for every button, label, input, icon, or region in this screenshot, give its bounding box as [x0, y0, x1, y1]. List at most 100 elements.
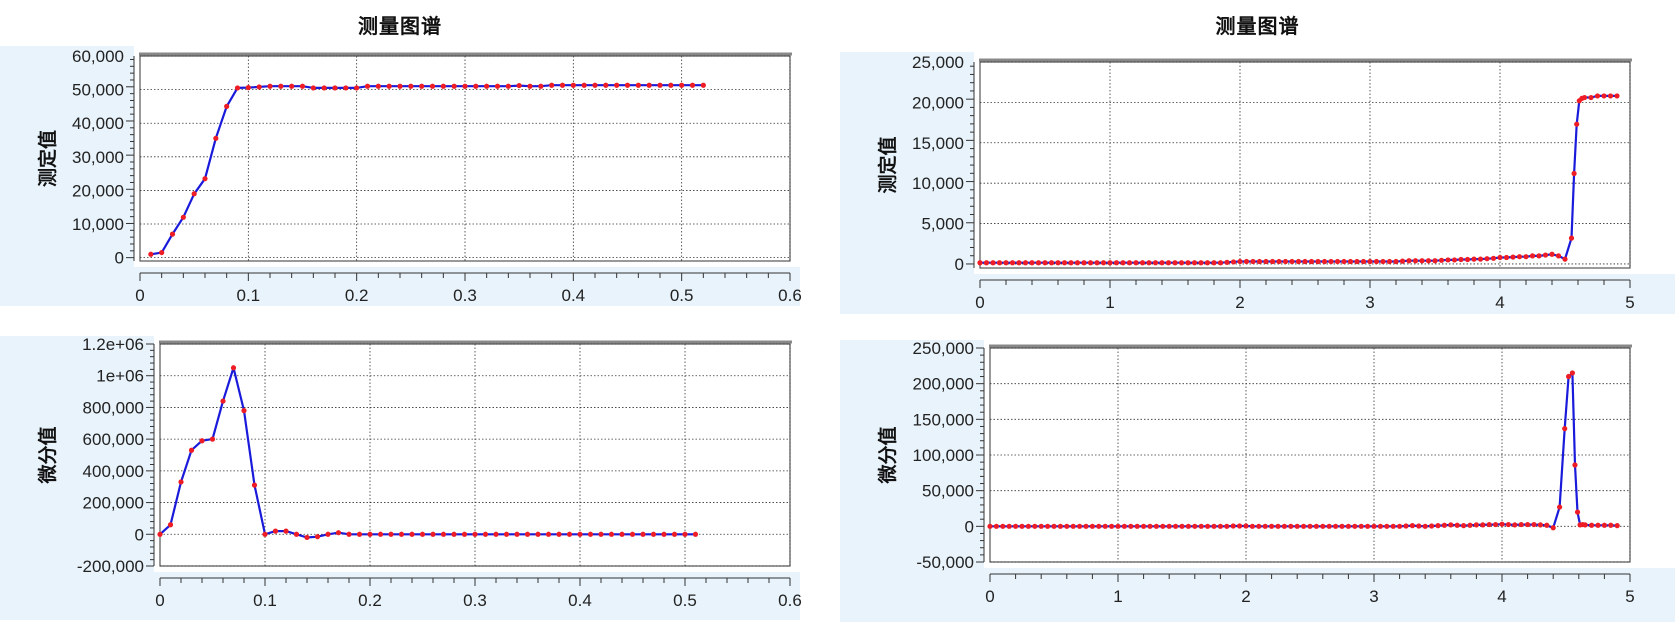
data-point [592, 82, 598, 88]
data-point [556, 531, 562, 537]
x-axis-band [840, 568, 1675, 622]
data-point [157, 531, 163, 537]
data-point [1438, 257, 1445, 263]
x-tick-label: 3 [1365, 293, 1374, 312]
data-point [1141, 523, 1147, 529]
data-point [629, 531, 636, 537]
x-tick-label: 1 [1105, 293, 1114, 312]
data-point [538, 83, 544, 89]
data-point [1565, 373, 1572, 380]
data-point [619, 531, 625, 537]
data-point [1365, 523, 1371, 529]
y-tick-label: 0 [115, 249, 124, 268]
data-point [661, 531, 667, 537]
data-point [408, 83, 414, 89]
data-point [188, 447, 195, 453]
data-point [1581, 94, 1588, 101]
data-point [990, 260, 996, 266]
data-point [199, 438, 205, 444]
y-axis-band [0, 46, 134, 306]
y-tick-label: 200,000 [913, 375, 974, 394]
data-point [440, 83, 446, 89]
data-point [1461, 523, 1467, 529]
data-point [1013, 523, 1019, 529]
data-point [310, 85, 316, 91]
data-point [1510, 254, 1516, 260]
right-chart-panel: 测量图谱 0 5,000 10,000 15,000 20,000 25,000 0 1 2 3 4… [840, 0, 1675, 622]
data-point [1035, 260, 1042, 266]
data-point [1038, 523, 1044, 529]
data-point [1393, 258, 1399, 265]
data-point [1269, 258, 1276, 265]
data-point [1380, 258, 1386, 265]
data-point [325, 531, 331, 537]
y-tick-label: 30,000 [72, 148, 124, 167]
data-point [1473, 522, 1479, 528]
data-point [377, 531, 384, 537]
data-point [272, 528, 279, 534]
data-point [1074, 260, 1081, 266]
data-point [293, 531, 300, 537]
data-point [1549, 251, 1555, 257]
data-point [283, 528, 289, 534]
data-point [581, 82, 587, 88]
data-point [682, 531, 688, 537]
x-tick-label: 0.4 [568, 591, 592, 610]
data-point [1397, 523, 1403, 529]
data-point [1055, 260, 1061, 266]
data-point [256, 84, 262, 90]
data-point [388, 531, 394, 537]
data-point [566, 531, 573, 537]
y-tick-label: 20,000 [72, 181, 124, 200]
x-tick-label: 0.5 [670, 286, 694, 305]
data-point [482, 531, 489, 537]
data-point [1315, 258, 1321, 265]
data-point [180, 214, 186, 220]
data-point [241, 408, 247, 414]
data-point [1458, 256, 1464, 263]
y-tick-label: 0 [135, 525, 144, 544]
x-tick-label: 0.2 [358, 591, 382, 610]
data-point [640, 531, 646, 537]
derivative-chart: -50,000 0 50,000 100,000 150,000 200,000 250,0… [840, 339, 1675, 622]
data-point [1249, 523, 1255, 529]
data-point [332, 85, 338, 91]
data-point [1503, 254, 1510, 261]
series-line [150, 84, 704, 256]
data-point [1089, 523, 1095, 529]
data-point [646, 82, 652, 88]
data-point [1354, 258, 1360, 265]
data-point [1601, 522, 1607, 528]
data-point [1542, 252, 1549, 258]
data-point [1307, 523, 1313, 529]
x-tick-label: 0 [985, 587, 994, 606]
data-point [1339, 523, 1345, 529]
data-point [493, 531, 499, 537]
data-point [251, 482, 258, 488]
data-point [1126, 260, 1133, 266]
data-point [1582, 522, 1588, 528]
x-tick-label: 0.2 [345, 286, 369, 305]
data-point [1334, 258, 1341, 265]
x-tick-label: 5 [1625, 587, 1634, 606]
data-point [1128, 523, 1134, 529]
data-point [1373, 258, 1380, 265]
data-point [527, 83, 533, 89]
y-tick-label: 400,000 [83, 462, 144, 481]
data-point [1179, 523, 1185, 529]
data-point [1409, 523, 1415, 529]
data-point [993, 523, 999, 529]
x-tick-label: 0.3 [463, 591, 487, 610]
y-tick-label: 25,000 [912, 53, 964, 72]
x-tick-label: 0.5 [673, 591, 697, 610]
data-point [278, 83, 284, 89]
data-point [1419, 258, 1425, 264]
x-tick-label: 0.1 [237, 286, 261, 305]
data-point [1100, 260, 1107, 266]
data-point [1607, 93, 1614, 99]
data-point [1377, 523, 1383, 529]
data-point [1165, 260, 1172, 266]
data-point [1518, 521, 1524, 528]
data-point [1412, 258, 1419, 264]
data-point [679, 82, 685, 88]
